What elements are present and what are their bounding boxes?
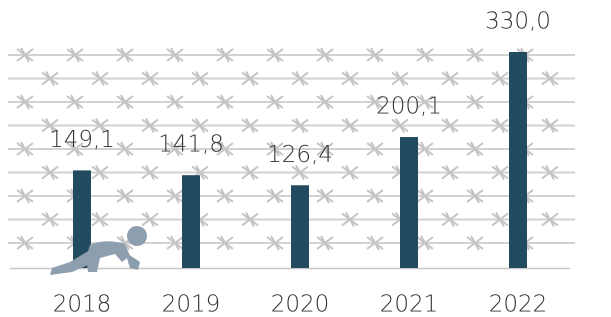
value-label: 149,1: [49, 127, 115, 153]
crawling-person-icon: [50, 226, 147, 275]
bar: [182, 175, 200, 268]
value-label: 330,0: [485, 9, 551, 35]
bar: [509, 52, 527, 268]
icon-arm: [125, 252, 140, 270]
page: 149,1 2018 141,8 2019 126,4 2020 200,1 2021 330,…: [0, 0, 611, 317]
chart: 149,1 2018 141,8 2019 126,4 2020 200,1 2021 330,…: [0, 0, 611, 317]
x-tick-label: 2019: [162, 292, 221, 317]
value-label: 141,8: [158, 132, 224, 158]
bar: [400, 137, 418, 268]
x-tick-label: 2022: [489, 292, 548, 317]
bar: [291, 185, 309, 268]
x-tick-label: 2021: [380, 292, 439, 317]
icon-head: [127, 226, 147, 246]
x-tick-label: 2020: [271, 292, 330, 317]
value-label: 126,4: [267, 142, 333, 168]
x-tick-label: 2018: [53, 292, 112, 317]
value-label: 200,1: [376, 94, 442, 120]
